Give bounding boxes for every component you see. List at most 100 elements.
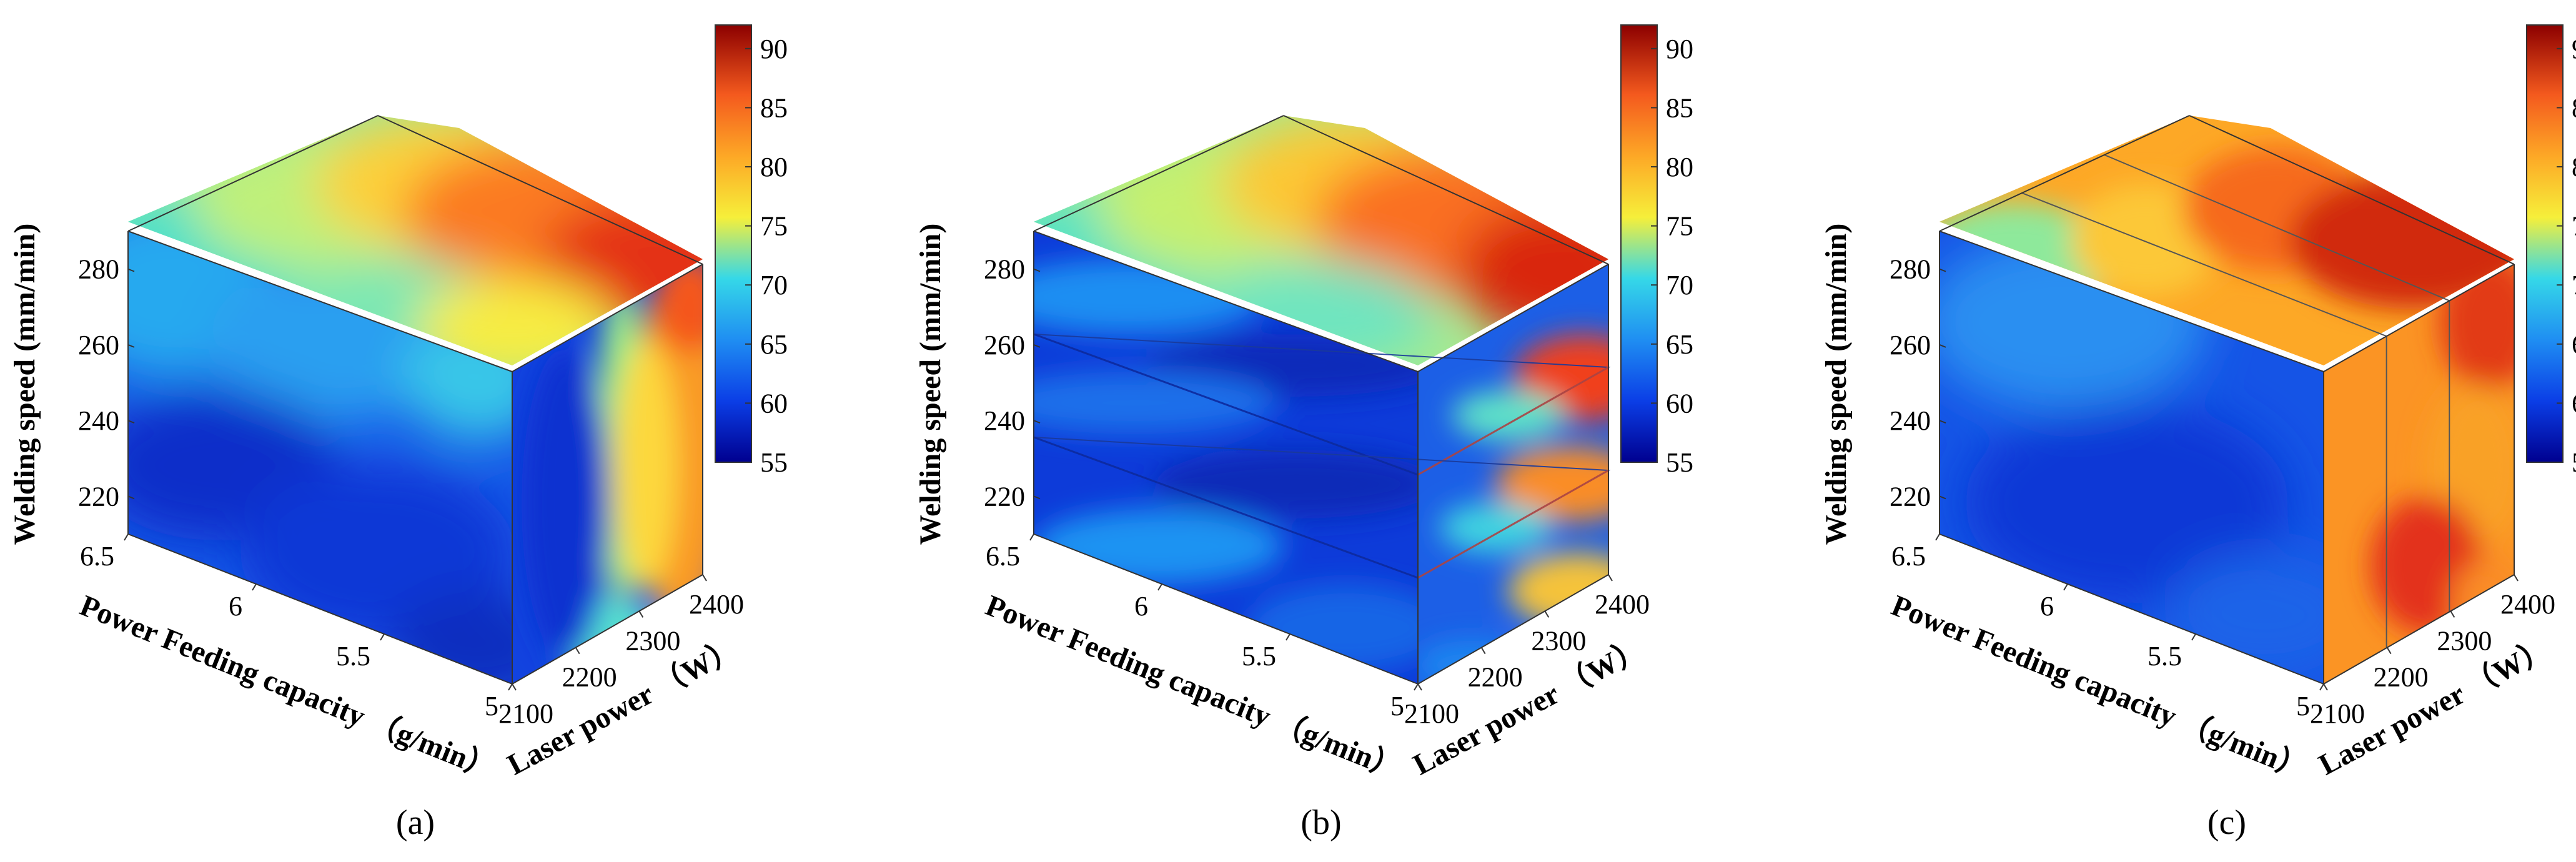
z-tick-mark bbox=[1939, 344, 1946, 348]
x-tick-label: 2100 bbox=[1404, 698, 1459, 729]
panel-a: 220 240 260 280 Welding speed (mm/min) 5 5.5 6 6… bbox=[8, 24, 788, 842]
z-axis-ticks: 220 240 260 280 bbox=[1890, 254, 1946, 512]
colorbar-tick-label: 65 bbox=[2572, 329, 2576, 360]
y-tick-mark bbox=[1157, 583, 1162, 591]
colorbar-tick-label: 90 bbox=[2572, 34, 2576, 64]
y-tick-mark bbox=[1414, 683, 1419, 691]
z-tick-label: 260 bbox=[78, 330, 119, 360]
x-tick-mark bbox=[2514, 574, 2519, 582]
slice-planes bbox=[1033, 333, 1611, 579]
z-tick-mark bbox=[1033, 344, 1041, 348]
y-axis-ticks: 5 5.5 6 6.5 bbox=[1891, 533, 2324, 721]
colorbar-tick-label: 55 bbox=[1666, 447, 1693, 478]
cube-edge bbox=[1939, 115, 2190, 232]
colorbar: 55 60 65 70 75 80 85 90 bbox=[715, 24, 788, 478]
x-axis-ticks: 2100 2200 2300 2400 bbox=[2310, 574, 2555, 729]
x-tick-label: 2200 bbox=[2374, 662, 2429, 693]
z-tick-label: 260 bbox=[1890, 330, 1931, 360]
x-tick-label: 2400 bbox=[2500, 589, 2555, 620]
colorbar-tick-label: 60 bbox=[760, 388, 788, 419]
z-tick-label: 240 bbox=[78, 405, 119, 436]
cube-edge bbox=[1033, 533, 1419, 685]
slice-line bbox=[2104, 154, 2450, 302]
colorbar-tick-label: 85 bbox=[2572, 92, 2576, 123]
x-tick-mark bbox=[2323, 683, 2328, 691]
x-tick-mark bbox=[1544, 610, 1550, 618]
colorbar-tick-label: 65 bbox=[1666, 329, 1693, 360]
slice-planes bbox=[2021, 154, 2450, 648]
colorbar-tick-label: 85 bbox=[760, 92, 788, 123]
y-tick-mark bbox=[124, 533, 129, 541]
y-tick-label: 6 bbox=[229, 591, 242, 622]
y-tick-label: 5 bbox=[2296, 691, 2310, 721]
colorbar-tick-label: 70 bbox=[2572, 270, 2576, 300]
y-tick-mark bbox=[380, 633, 385, 641]
y-tick-mark bbox=[2063, 583, 2068, 591]
colorbar: 55 60 65 70 75 80 85 90 bbox=[2526, 24, 2576, 478]
z-axis-ticks: 220 240 260 280 bbox=[78, 254, 135, 512]
cube-edge bbox=[127, 230, 513, 372]
z-tick-mark bbox=[1939, 495, 1946, 500]
cube-edge bbox=[1939, 533, 2324, 685]
panel-c: 220 240 260 280 Welding speed (mm/min) 5 5.5 6 6… bbox=[1820, 24, 2576, 842]
y-tick-label: 5 bbox=[485, 691, 498, 721]
z-tick-label: 220 bbox=[984, 481, 1025, 512]
cube-edge bbox=[127, 115, 379, 232]
colorbar-tick-label: 90 bbox=[760, 34, 788, 64]
slice-line bbox=[1417, 469, 1609, 579]
colorbar-tick-label: 55 bbox=[760, 447, 788, 478]
cube-edge bbox=[1033, 115, 1284, 232]
y-axis-ticks: 5 5.5 6 6.5 bbox=[986, 533, 1419, 721]
z-tick-label: 220 bbox=[78, 481, 119, 512]
z-tick-label: 220 bbox=[1890, 481, 1931, 512]
x-tick-label: 2400 bbox=[689, 589, 744, 620]
z-axis-ticks: 220 240 260 280 bbox=[984, 254, 1041, 512]
y-tick-label: 5.5 bbox=[1242, 641, 1276, 671]
z-tick-mark bbox=[127, 344, 135, 348]
x-tick-mark bbox=[638, 610, 644, 618]
colorbar-tick-label: 80 bbox=[760, 152, 788, 182]
z-tick-mark bbox=[1033, 420, 1041, 424]
x-axis-ticks: 2100 2200 2300 2400 bbox=[1404, 574, 1650, 729]
colorbar-tick-label: 80 bbox=[2572, 152, 2576, 182]
colorbar-tick-label: 75 bbox=[760, 211, 788, 242]
z-tick-mark bbox=[1033, 495, 1041, 500]
colorbar-tick-label: 75 bbox=[2572, 211, 2576, 242]
panel-label: (c) bbox=[2207, 803, 2246, 842]
z-tick-label: 260 bbox=[984, 330, 1025, 360]
cube-edge bbox=[1939, 230, 2324, 372]
z-tick-label: 280 bbox=[984, 254, 1025, 285]
colorbar-gradient bbox=[1620, 24, 1658, 463]
slice-line bbox=[1033, 333, 1419, 476]
z-tick-mark bbox=[1939, 420, 1946, 424]
colorbar-tick-label: 60 bbox=[2572, 388, 2576, 419]
cube-edge bbox=[2323, 574, 2515, 685]
slice-line bbox=[2021, 192, 2387, 337]
z-tick-label: 240 bbox=[1890, 405, 1931, 436]
x-tick-mark bbox=[1417, 683, 1422, 691]
x-tick-label: 2100 bbox=[2310, 698, 2365, 729]
cube-edge bbox=[1417, 574, 1609, 685]
slice-line bbox=[1417, 366, 1609, 476]
y-axis-ticks: 5 5.5 6 6.5 bbox=[80, 533, 513, 721]
y-tick-label: 5.5 bbox=[2147, 641, 2182, 671]
z-tick-label: 240 bbox=[984, 405, 1025, 436]
slice-line bbox=[1033, 436, 1419, 579]
y-tick-label: 6 bbox=[1134, 591, 1148, 622]
z-axis-label: Welding speed (mm/min) bbox=[914, 224, 947, 545]
z-tick-mark bbox=[127, 268, 135, 272]
cube-edges bbox=[127, 115, 703, 685]
z-axis-label: Welding speed (mm/min) bbox=[1820, 224, 1853, 545]
y-tick-mark bbox=[1029, 533, 1034, 541]
colorbar-tick-label: 70 bbox=[760, 270, 788, 300]
y-tick-mark bbox=[2191, 633, 2196, 641]
x-tick-label: 2300 bbox=[625, 625, 680, 656]
colorbar-tick-label: 85 bbox=[1666, 92, 1693, 123]
z-axis-label: Welding speed (mm/min) bbox=[8, 224, 41, 545]
x-tick-mark bbox=[512, 683, 517, 691]
z-tick-mark bbox=[1033, 268, 1041, 272]
colorbar-tick-label: 55 bbox=[2572, 447, 2576, 478]
y-tick-label: 6.5 bbox=[1891, 541, 1926, 572]
cube-edge bbox=[2189, 115, 2515, 265]
